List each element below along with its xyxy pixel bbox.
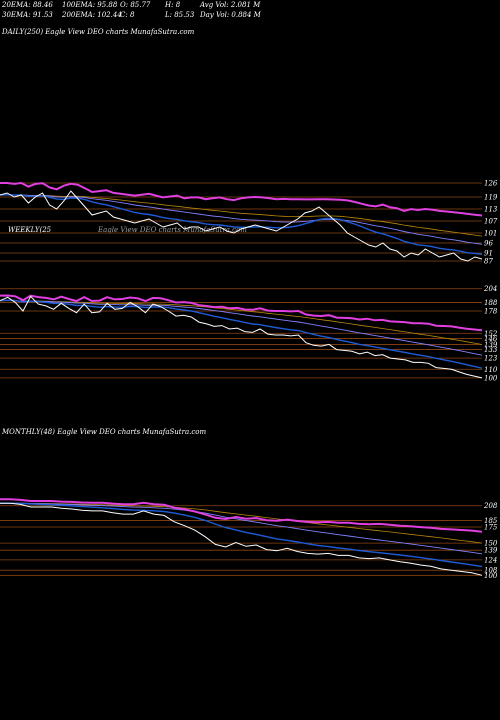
header-30ema: 30EMA: 91.53 [2, 11, 53, 19]
tick-label: 188 [484, 299, 498, 307]
tick-label: 87 [484, 258, 493, 266]
tick-label: 175 [484, 524, 498, 532]
tick-label: 185 [484, 517, 498, 525]
weekly-panel-label: WEEKLY(25 [8, 226, 52, 234]
monthly-panel-label: MONTHLY(48) Eagle View DEO charts Munafa… [2, 428, 207, 436]
tick-label: 139 [484, 341, 498, 349]
tick-label: 139 [484, 547, 498, 555]
tick-label: 119 [484, 194, 498, 202]
ema-mid-line [0, 502, 483, 555]
ema-mid-line [0, 300, 483, 356]
tick-label: 123 [484, 355, 498, 363]
tick-label: 208 [483, 502, 498, 510]
header-avg-vol: Avg Vol: 2.081 M [200, 1, 261, 9]
price-line [0, 190, 483, 262]
daily-panel-label: DAILY(250) Eagle View DEO charts MunafaS… [2, 28, 195, 36]
tick-label: 107 [484, 218, 498, 226]
tick-label: 146 [484, 335, 498, 343]
tick-label: 124 [484, 556, 497, 564]
tick-label: 96 [484, 240, 493, 248]
price-line [0, 295, 483, 379]
tick-label: 110 [484, 366, 498, 374]
ema-long-line [0, 498, 483, 533]
header-close: C: 8 [120, 11, 135, 19]
tick-label: 152 [484, 330, 498, 338]
ema-long-line [0, 181, 483, 217]
header-open: O: 85.77 [120, 1, 151, 9]
ema-short-line [0, 502, 483, 568]
header-20ema: 20EMA: 88.46 [2, 1, 53, 9]
ema-short-line [0, 193, 483, 255]
price-line [0, 502, 483, 576]
tick-label: 133 [484, 346, 498, 354]
header-200ema: 200EMA: 102.44 [62, 11, 122, 19]
ema-short-line [0, 299, 483, 369]
tick-label: 108 [484, 567, 498, 575]
header-day-vol: Day Vol: 0.884 M [200, 11, 261, 19]
header-high: H: 8 [165, 1, 181, 9]
tick-label: 101 [484, 230, 497, 238]
ema-mid-line [0, 194, 483, 245]
weekly-watermark: Eagle View DEO charts MunafaSutra.com [98, 226, 247, 234]
tick-label: 100 [484, 374, 498, 382]
tick-label: 150 [484, 540, 498, 548]
tick-label: 113 [484, 206, 498, 214]
tick-label: 178 [484, 308, 498, 316]
tick-label: 204 [483, 285, 497, 293]
ema-long-line [0, 294, 483, 332]
ema-orange-line [0, 502, 483, 544]
tick-label: 91 [484, 250, 493, 258]
tick-label: 126 [484, 180, 498, 188]
ema-orange-line [0, 194, 483, 237]
header-100ema: 100EMA: 95.88 [62, 1, 118, 9]
tick-label: 100 [484, 572, 498, 580]
ema-orange-line [0, 300, 483, 345]
header-low: L: 85.53 [165, 11, 195, 19]
